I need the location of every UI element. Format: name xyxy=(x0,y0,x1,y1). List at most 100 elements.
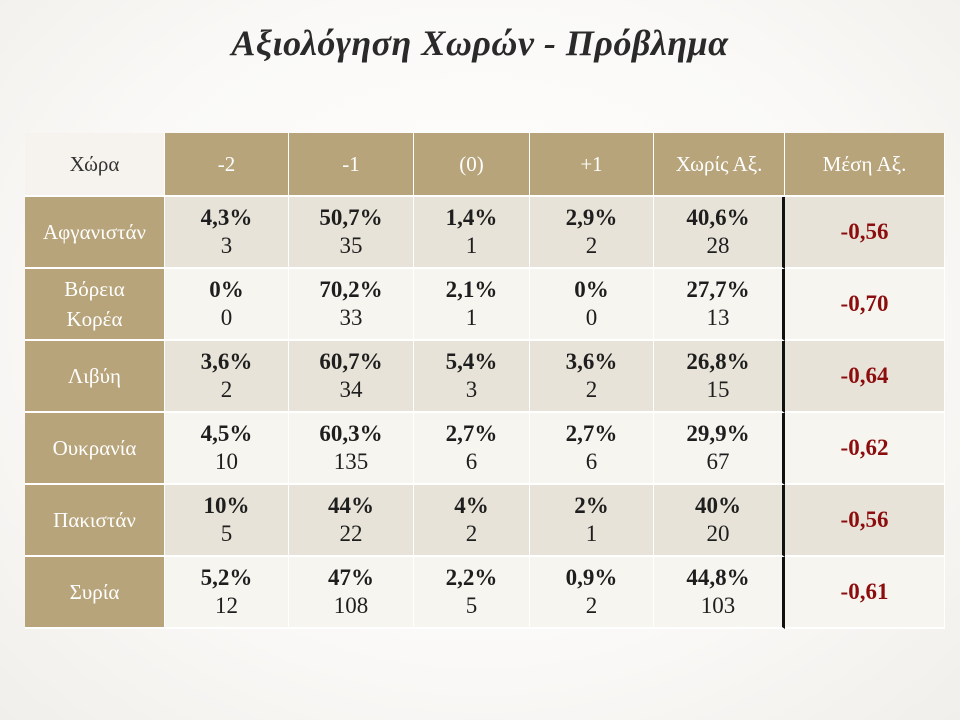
value-cell: 2,9% 2 xyxy=(530,197,654,269)
value-cell: 27,7% 13 xyxy=(654,269,785,341)
header-minus-1: -1 xyxy=(289,133,414,197)
count-value: 2 xyxy=(465,521,478,546)
count-value: 1 xyxy=(465,233,478,258)
count-value: 34 xyxy=(339,377,363,402)
value-cell: 60,3% 135 xyxy=(289,413,414,485)
header-minus-2: -2 xyxy=(165,133,289,197)
average-cell: -0,64 xyxy=(785,341,945,413)
value-cell: 2,1% 1 xyxy=(414,269,530,341)
count-value: 13 xyxy=(706,305,730,330)
country-cell: Λιβύη xyxy=(25,341,165,413)
value-cell: 40% 20 xyxy=(654,485,785,557)
count-value: 6 xyxy=(465,449,478,474)
count-value: 35 xyxy=(339,233,363,258)
table-row: Συρία 5,2% 12 47% 108 2,2% 5 0,9% 2 44,8% 103 -0,61 xyxy=(25,557,945,629)
country-cell: Ουκρανία xyxy=(25,413,165,485)
percent-value: 0% xyxy=(209,277,244,302)
average-cell: -0,62 xyxy=(785,413,945,485)
average-cell: -0,56 xyxy=(785,197,945,269)
percent-value: 44,8% xyxy=(686,565,750,590)
count-value: 2 xyxy=(585,233,598,258)
count-value: 33 xyxy=(339,305,363,330)
count-value: 5 xyxy=(465,593,478,618)
value-cell: 2,7% 6 xyxy=(414,413,530,485)
value-cell: 4% 2 xyxy=(414,485,530,557)
count-value: 20 xyxy=(706,521,730,546)
percent-value: 27,7% xyxy=(686,277,750,302)
table-row: Ουκρανία 4,5% 10 60,3% 135 2,7% 6 2,7% 6 29,9% 67 -… xyxy=(25,413,945,485)
value-cell: 1,4% 1 xyxy=(414,197,530,269)
value-cell: 2% 1 xyxy=(530,485,654,557)
header-zero: (0) xyxy=(414,133,530,197)
average-cell: -0,56 xyxy=(785,485,945,557)
table-row: Βόρεια Κορέα 0% 0 70,2% 33 2,1% 1 0% 0 27,7% 13 -0,7… xyxy=(25,269,945,341)
average-cell: -0,70 xyxy=(785,269,945,341)
percent-value: 0% xyxy=(574,277,609,302)
percent-value: 44% xyxy=(328,493,374,518)
count-value: 108 xyxy=(333,593,369,618)
percent-value: 2,7% xyxy=(565,421,618,446)
value-cell: 29,9% 67 xyxy=(654,413,785,485)
value-cell: 5,2% 12 xyxy=(165,557,289,629)
count-value: 6 xyxy=(585,449,598,474)
value-cell: 40,6% 28 xyxy=(654,197,785,269)
count-value: 15 xyxy=(706,377,730,402)
count-value: 2 xyxy=(220,377,233,402)
value-cell: 0% 0 xyxy=(530,269,654,341)
value-cell: 0,9% 2 xyxy=(530,557,654,629)
value-cell: 0% 0 xyxy=(165,269,289,341)
header-row: Χώρα -2 -1 (0) +1 Χωρίς Αξ. Μέση Αξ. xyxy=(25,133,945,197)
percent-value: 1,4% xyxy=(445,205,498,230)
value-cell: 10% 5 xyxy=(165,485,289,557)
value-cell: 4,3% 3 xyxy=(165,197,289,269)
count-value: 5 xyxy=(220,521,233,546)
header-plus-1: +1 xyxy=(530,133,654,197)
percent-value: 50,7% xyxy=(319,205,383,230)
table-row: Λιβύη 3,6% 2 60,7% 34 5,4% 3 3,6% 2 26,8% 15 -0,64 xyxy=(25,341,945,413)
header-no-rating: Χωρίς Αξ. xyxy=(654,133,785,197)
value-cell: 5,4% 3 xyxy=(414,341,530,413)
count-value: 10 xyxy=(215,449,238,474)
percent-value: 60,3% xyxy=(319,421,383,446)
country-cell: Συρία xyxy=(25,557,165,629)
value-cell: 2,2% 5 xyxy=(414,557,530,629)
percent-value: 29,9% xyxy=(686,421,750,446)
value-cell: 2,7% 6 xyxy=(530,413,654,485)
percent-value: 2,1% xyxy=(445,277,498,302)
percent-value: 3,6% xyxy=(200,349,253,374)
percent-value: 4,3% xyxy=(200,205,253,230)
value-cell: 44,8% 103 xyxy=(654,557,785,629)
percent-value: 47% xyxy=(328,565,374,590)
count-value: 135 xyxy=(333,449,369,474)
percent-value: 10% xyxy=(203,493,250,518)
percent-value: 5,2% xyxy=(200,565,253,590)
count-value: 0 xyxy=(220,305,233,330)
average-cell: -0,61 xyxy=(785,557,945,629)
value-cell: 47% 108 xyxy=(289,557,414,629)
count-value: 28 xyxy=(706,233,730,258)
count-value: 3 xyxy=(220,233,233,258)
value-cell: 50,7% 35 xyxy=(289,197,414,269)
value-cell: 26,8% 15 xyxy=(654,341,785,413)
percent-value: 4,5% xyxy=(200,421,253,446)
slide-title: Αξιολόγηση Χωρών - Πρόβλημα xyxy=(231,23,729,63)
count-value: 0 xyxy=(585,305,598,330)
percent-value: 2,7% xyxy=(445,421,498,446)
count-value: 12 xyxy=(215,593,238,618)
value-cell: 44% 22 xyxy=(289,485,414,557)
table-body: Αφγανιστάν 4,3% 3 50,7% 35 1,4% 1 2,9% 2 40,6% 28-… xyxy=(25,197,945,629)
percent-value: 26,8% xyxy=(686,349,750,374)
percent-value: 70,2% xyxy=(319,277,383,302)
value-cell: 70,2% 33 xyxy=(289,269,414,341)
table-row: Πακιστάν 10% 5 44% 22 4% 2 2% 1 40% 20 -0,56 xyxy=(25,485,945,557)
percent-value: 40,6% xyxy=(686,205,750,230)
count-value: 67 xyxy=(706,449,730,474)
percent-value: 3,6% xyxy=(565,349,618,374)
percent-value: 40% xyxy=(695,493,741,518)
count-value: 2 xyxy=(585,377,598,402)
percent-value: 60,7% xyxy=(319,349,383,374)
table-row: Αφγανιστάν 4,3% 3 50,7% 35 1,4% 1 2,9% 2 40,6% 28 -… xyxy=(25,197,945,269)
value-cell: 3,6% 2 xyxy=(530,341,654,413)
percent-value: 0,9% xyxy=(565,565,618,590)
